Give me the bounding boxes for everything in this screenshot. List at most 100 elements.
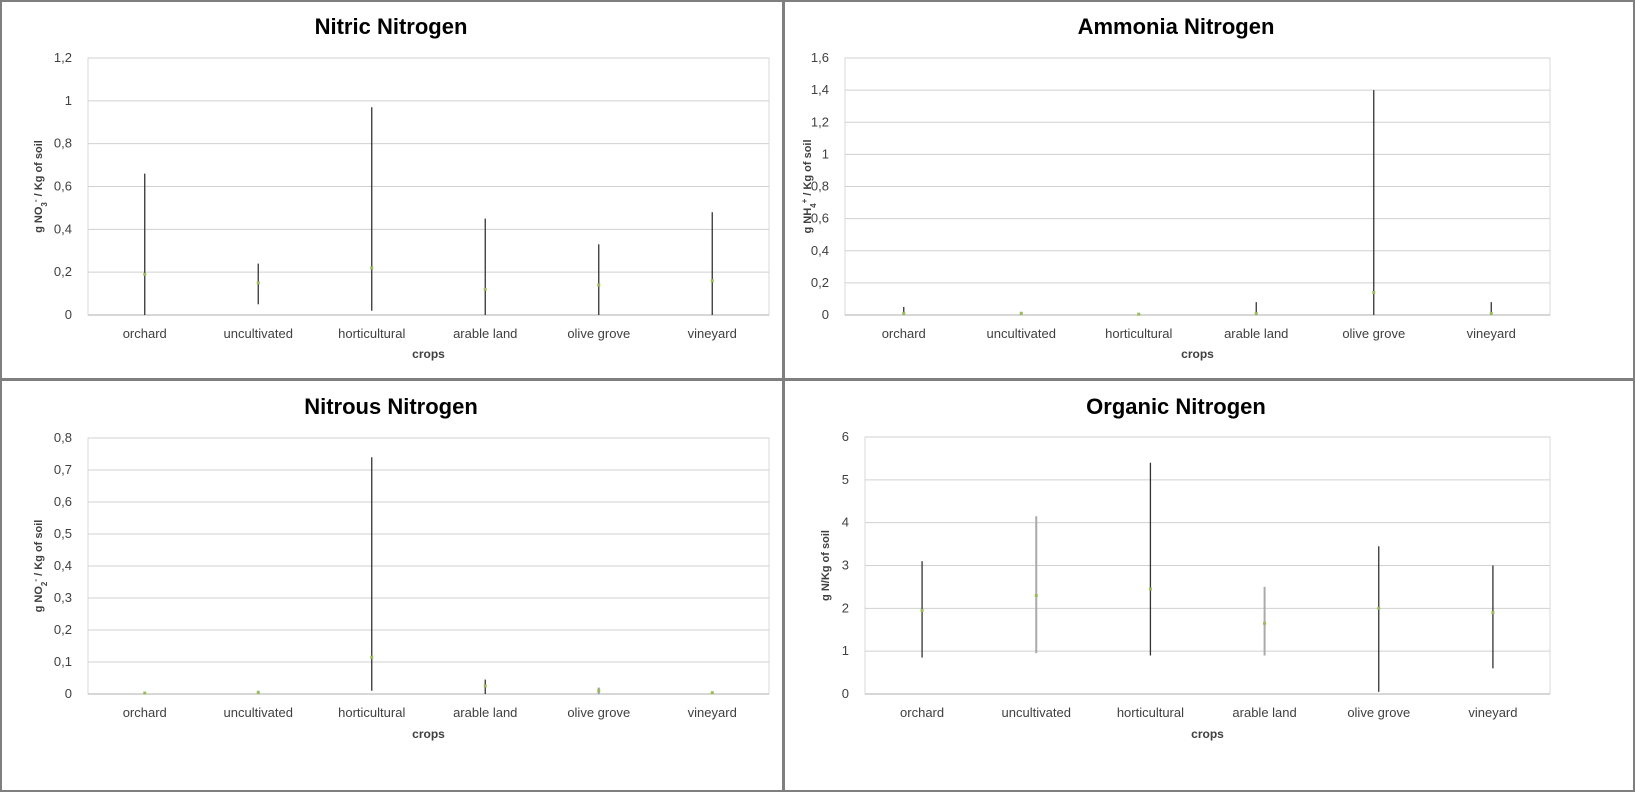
- y-tick-label: 0,7: [54, 462, 72, 477]
- x-category-label: horticultural: [338, 705, 405, 720]
- y-tick-label: 0,3: [54, 590, 72, 605]
- mean-point: [597, 689, 601, 693]
- mean-point: [143, 691, 147, 695]
- horizontal-divider: [0, 378, 1635, 381]
- y-tick-label: 0: [822, 307, 829, 322]
- mean-point: [920, 608, 924, 612]
- y-tick-label: 0,6: [54, 179, 72, 194]
- vertical-divider: [782, 0, 785, 792]
- x-axis-label: crops: [1181, 347, 1214, 361]
- y-axis-label: g NO2- / Kg of soil: [31, 520, 49, 613]
- x-category-label: vineyard: [1468, 705, 1517, 720]
- y-tick-label: 0,6: [54, 494, 72, 509]
- y-tick-label: 0,2: [54, 622, 72, 637]
- y-tick-label: 3: [842, 558, 849, 573]
- mean-point: [370, 655, 374, 659]
- x-category-label: orchard: [882, 326, 926, 341]
- mean-point: [370, 266, 374, 270]
- y-tick-label: 0,8: [54, 430, 72, 445]
- x-category-label: olive grove: [1347, 705, 1410, 720]
- x-category-label: uncultivated: [224, 705, 293, 720]
- chart-panel-nitrous: 0 0,1 0,2 0,3 0,4 0,5 0,6 0,7 0,8 Nitrous Nitroge…: [0, 381, 782, 792]
- x-category-label: vineyard: [688, 705, 737, 720]
- chart-ammonia: 0 0,2 0,4 0,6 0,8 1 1,2 1,4 1,6 Ammonia Nitrogen o…: [800, 14, 1551, 361]
- chart-organic: 0 1 2 3 4 5 6 Organic Nitrogen orchard uncultivat…: [820, 394, 1551, 741]
- x-category-label: horticultural: [338, 326, 405, 341]
- chart-panel-organic: 0 1 2 3 4 5 6 Organic Nitrogen orchard uncultivat…: [785, 381, 1635, 792]
- mean-point: [483, 287, 487, 291]
- y-tick-label: 0,6: [811, 211, 829, 226]
- x-category-label: uncultivated: [987, 326, 1056, 341]
- y-axis-label: g N/Kg of soil: [820, 530, 832, 601]
- mean-point: [1489, 311, 1493, 315]
- mean-point: [1377, 606, 1381, 610]
- y-tick-label: 0,4: [811, 243, 829, 258]
- x-category-label: olive grove: [567, 326, 630, 341]
- mean-point: [1491, 611, 1495, 615]
- mean-point: [710, 279, 714, 283]
- chart-nitric: 0 0,2 0,4 0,6 0,8 1 1,2 Nitric Nitrogen orchard u…: [31, 14, 770, 361]
- x-category-label: orchard: [123, 705, 167, 720]
- y-tick-label: 1,6: [811, 50, 829, 65]
- y-tick-label: 1,2: [811, 114, 829, 129]
- x-category-label: olive grove: [567, 705, 630, 720]
- mean-point: [483, 684, 487, 688]
- y-tick-label: 1: [822, 146, 829, 161]
- x-category-label: arable land: [453, 326, 517, 341]
- y-tick-label: 0: [842, 686, 849, 701]
- x-category-label: horticultural: [1117, 705, 1184, 720]
- x-axis-label: crops: [412, 727, 445, 741]
- y-tick-label: 6: [842, 429, 849, 444]
- y-tick-label: 0,5: [54, 526, 72, 541]
- y-tick-label: 4: [842, 515, 849, 530]
- chart-title: Nitric Nitrogen: [315, 14, 468, 39]
- y-axis-label: g NO3- / Kg of soil: [31, 140, 49, 233]
- mean-point: [143, 272, 147, 276]
- mean-point: [256, 690, 260, 694]
- mean-point: [1034, 593, 1038, 597]
- y-tick-label: 0,2: [54, 264, 72, 279]
- y-tick-label: 2: [842, 600, 849, 615]
- x-axis-label: crops: [412, 347, 445, 361]
- x-category-label: uncultivated: [224, 326, 293, 341]
- mean-point: [902, 311, 906, 315]
- chart-title: Organic Nitrogen: [1086, 394, 1266, 419]
- y-tick-label: 1: [842, 643, 849, 658]
- x-category-label: arable land: [453, 705, 517, 720]
- x-axis-label: crops: [1191, 727, 1224, 741]
- x-category-label: vineyard: [688, 326, 737, 341]
- x-category-label: arable land: [1224, 326, 1288, 341]
- mean-point: [1263, 621, 1267, 625]
- y-tick-label: 0,1: [54, 654, 72, 669]
- chart-title: Nitrous Nitrogen: [304, 394, 478, 419]
- x-category-label: vineyard: [1467, 326, 1516, 341]
- x-category-label: olive grove: [1342, 326, 1405, 341]
- y-tick-label: 1,2: [54, 50, 72, 65]
- mean-point: [710, 691, 714, 695]
- chart-panel-nitric: 0 0,2 0,4 0,6 0,8 1 1,2 Nitric Nitrogen orchard u…: [0, 0, 782, 378]
- mean-point: [1254, 311, 1258, 315]
- x-category-label: horticultural: [1105, 326, 1172, 341]
- x-category-label: arable land: [1232, 705, 1296, 720]
- x-category-label: orchard: [900, 705, 944, 720]
- y-tick-label: 0,8: [811, 179, 829, 194]
- chart-nitrous: 0 0,1 0,2 0,3 0,4 0,5 0,6 0,7 0,8 Nitrous Nitroge…: [31, 394, 770, 741]
- mean-point: [1019, 311, 1023, 315]
- mean-point: [256, 281, 260, 285]
- y-tick-label: 1,4: [811, 82, 829, 97]
- y-axis-label: g NH4+ / Kg of soil: [800, 139, 818, 233]
- mean-point: [1372, 291, 1376, 295]
- y-tick-label: 0,2: [811, 275, 829, 290]
- y-tick-label: 0: [65, 307, 72, 322]
- chart-panel-ammonia: 0 0,2 0,4 0,6 0,8 1 1,2 1,4 1,6 Ammonia Nitrogen o…: [785, 0, 1635, 378]
- y-tick-label: 5: [842, 472, 849, 487]
- y-tick-label: 0,4: [54, 558, 72, 573]
- y-tick-label: 0: [65, 686, 72, 701]
- mean-point: [597, 283, 601, 287]
- y-tick-label: 0,8: [54, 136, 72, 151]
- mean-point: [1148, 587, 1152, 591]
- chart-title: Ammonia Nitrogen: [1078, 14, 1275, 39]
- x-category-label: orchard: [123, 326, 167, 341]
- x-category-label: uncultivated: [1002, 705, 1071, 720]
